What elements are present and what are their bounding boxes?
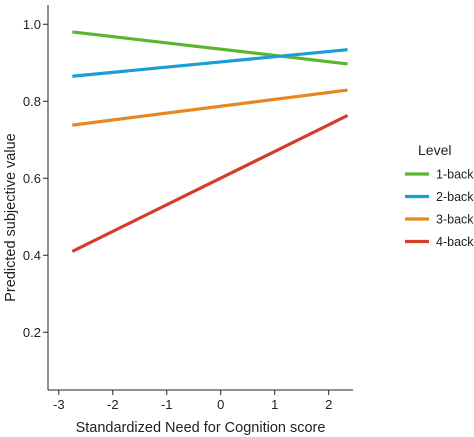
legend-label-3-back: 3-back (436, 213, 474, 227)
y-tick-label: 0.8 (23, 94, 41, 109)
legend: Level 1-back 2-back 3-back 4-back (405, 142, 474, 249)
x-tick-label: 0 (217, 397, 224, 412)
y-tick-label: 0.6 (23, 171, 41, 186)
y-tick-label: 0.2 (23, 325, 41, 340)
x-tick-label: -3 (53, 397, 65, 412)
x-tick-label: 1 (271, 397, 278, 412)
y-ticks: 0.2 0.4 0.6 0.8 1.0 (23, 17, 48, 340)
series-line-3-back (72, 88, 348, 127)
legend-label-2-back: 2-back (436, 190, 474, 204)
x-tick-label: 2 (325, 397, 332, 412)
series-line-1-back (72, 30, 348, 66)
legend-label-4-back: 4-back (436, 235, 474, 249)
y-axis-label: Predicted subjective value (3, 133, 19, 301)
axes: 0.2 0.4 0.6 0.8 1.0 -3 -2 -1 0 1 2 (23, 5, 353, 412)
y-tick-label: 0.4 (23, 248, 41, 263)
y-tick-label: 1.0 (23, 17, 41, 32)
x-tick-label: -2 (107, 397, 119, 412)
series-line-4-back (71, 114, 349, 253)
plot-lines (71, 30, 349, 253)
x-axis-label: Standardized Need for Cognition score (76, 420, 326, 436)
series-line-2-back (72, 48, 348, 78)
x-ticks: -3 -2 -1 0 1 2 (53, 390, 332, 412)
legend-title: Level (418, 142, 451, 158)
legend-label-1-back: 1-back (436, 168, 474, 182)
x-tick-label: -1 (161, 397, 173, 412)
